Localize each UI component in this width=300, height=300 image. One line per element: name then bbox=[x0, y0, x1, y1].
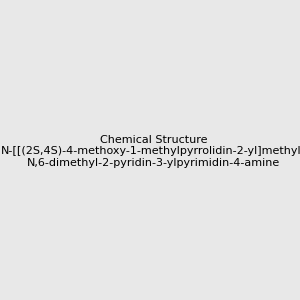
Text: Chemical Structure
N-[[(2S,4S)-4-methoxy-1-methylpyrrolidin-2-yl]methyl]
N,6-dim: Chemical Structure N-[[(2S,4S)-4-methoxy… bbox=[1, 135, 300, 168]
